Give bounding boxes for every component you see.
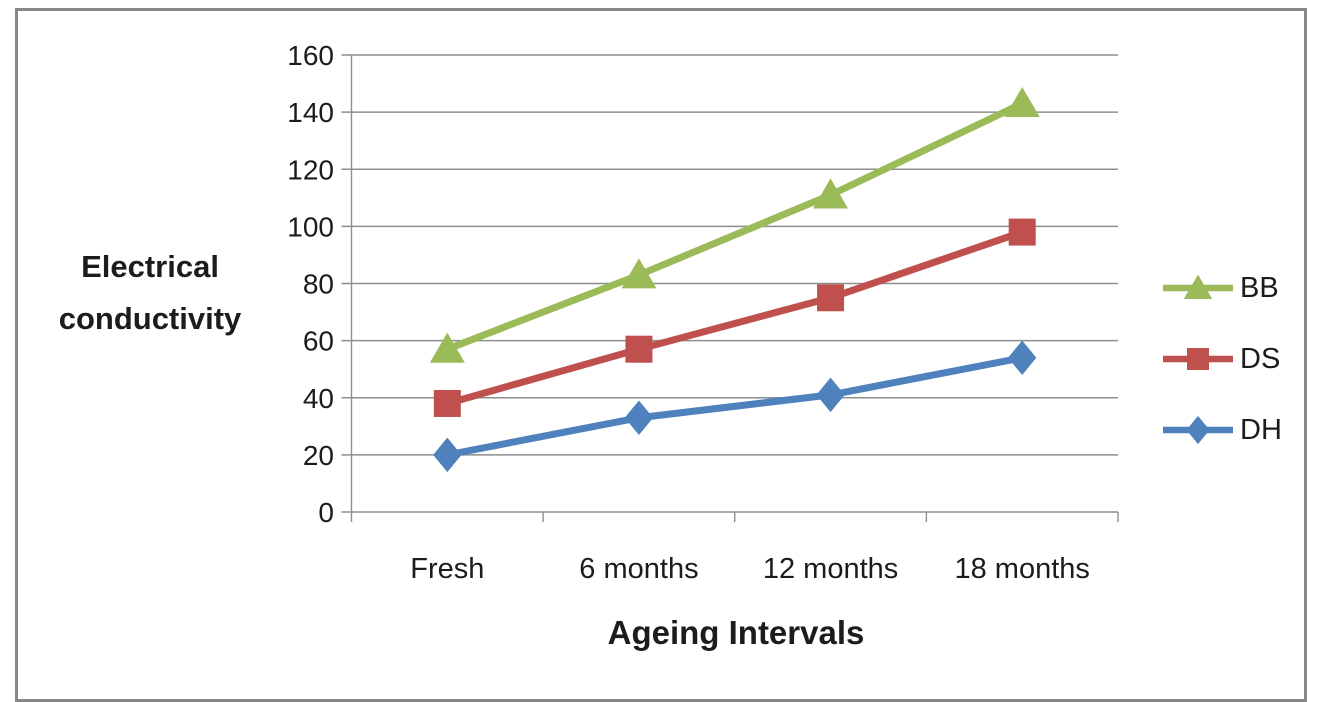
y-tick-label: 120 [287,154,334,185]
series-dh-line [446,354,1023,459]
legend-label: DH [1240,413,1282,446]
series-dh-marker [1008,340,1037,376]
series-bb-marker [1004,86,1040,118]
y-axis-title: Electrical conductivity [58,249,242,336]
series-bb-marker [429,332,465,363]
series-bb-marker [813,178,849,209]
series-dh-marker [624,400,654,436]
y-tick-label: 40 [303,383,334,414]
series-ds-marker [433,389,461,417]
legend-item-ds: DS [1163,342,1282,376]
series-dh-marker [816,377,845,413]
legend-label: DS [1240,342,1281,375]
x-axis-ticks [350,512,1119,522]
legend-key-marker [1183,274,1213,299]
gridlines [341,54,1118,513]
x-category-label: Fresh [410,553,484,585]
x-category-labels: Fresh 6 months 12 months 18 months [410,553,1090,585]
x-category-label: 6 months [579,553,698,585]
legend-item-bb: BB [1163,271,1282,305]
legend-key-marker [1186,415,1210,445]
y-tick-label: 20 [303,440,334,471]
chart-figure-border [15,8,1307,702]
series-ds-marker [817,284,845,312]
y-tick-label: 60 [303,326,334,357]
x-axis-title: Ageing Intervals [607,614,865,651]
series-dh [433,340,1037,473]
legend-key-triangle-icon [1163,274,1233,299]
y-tick-label: 140 [287,97,334,128]
y-tick-label: 160 [287,40,334,71]
legend-label: BB [1240,271,1279,304]
legend-key-marker [1187,348,1209,370]
series-ds-marker [1008,218,1036,246]
series-bb-line [446,100,1024,353]
legend-item-dh: DH [1163,413,1282,447]
series-bb-marker [621,258,657,289]
chart-legend: BB DS DH [1163,271,1282,447]
series-bb [429,86,1040,363]
legend-key-diamond-icon [1163,415,1233,445]
legend-key-square-icon [1163,348,1233,370]
y-tick-label: 0 [318,497,334,528]
series-ds-marker [625,335,653,363]
series-dh-marker [433,437,462,473]
y-tick-label: 80 [303,269,334,300]
x-category-label: 18 months [954,553,1089,585]
y-axis-tick-labels: 0 20 40 60 80 100 120 140 160 [287,40,334,528]
y-tick-label: 100 [287,211,334,242]
series-ds [433,218,1036,417]
series-ds-line [446,228,1024,407]
x-category-label: 12 months [763,553,898,585]
